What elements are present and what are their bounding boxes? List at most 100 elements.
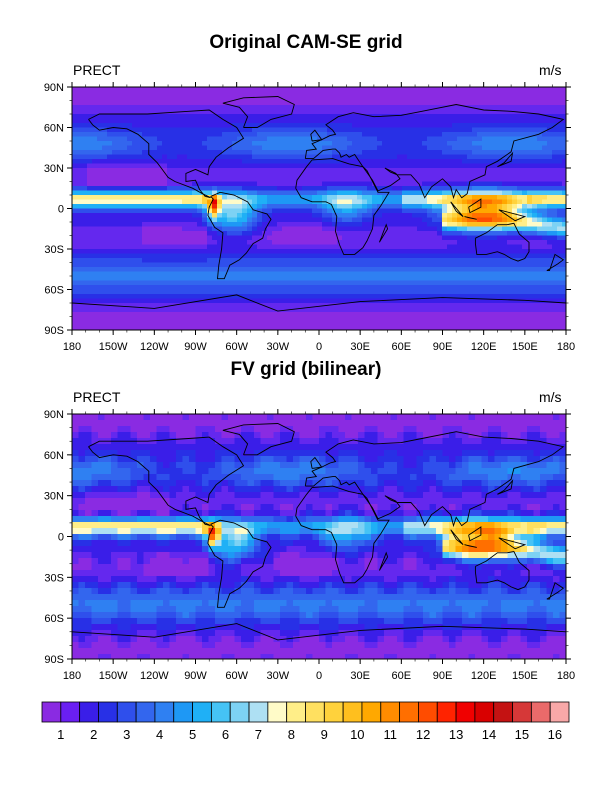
field-cell [542, 118, 548, 124]
field-cell [82, 159, 88, 165]
field-cell [162, 87, 168, 93]
field-cell [292, 159, 298, 165]
field-cell [342, 91, 348, 97]
field-cell [397, 132, 403, 138]
field-cell [362, 289, 368, 295]
field-cell [257, 208, 263, 214]
field-cell [557, 303, 563, 309]
field-cell [127, 204, 133, 210]
field-cell [267, 105, 273, 111]
field-cell [552, 199, 558, 205]
field-cell [367, 100, 373, 106]
field-cell [497, 159, 503, 165]
field-cell [377, 253, 383, 259]
field-cell [92, 213, 98, 219]
field-cell [287, 217, 293, 223]
field-cell [82, 186, 88, 192]
field-cell [152, 222, 158, 228]
field-cell [472, 96, 478, 102]
field-cell [227, 276, 233, 282]
field-cell [92, 118, 98, 124]
field-cell [427, 262, 433, 268]
field-cell [292, 276, 298, 282]
field-cell [287, 154, 293, 160]
field-cell [467, 132, 473, 138]
field-cell [342, 213, 348, 219]
field-cell [427, 186, 433, 192]
field-cell [522, 123, 528, 129]
field-cell [347, 298, 353, 304]
field-cell [177, 213, 183, 219]
field-cell [97, 204, 103, 210]
field-cell [542, 199, 548, 205]
field-cell [92, 186, 98, 192]
field-cell [507, 118, 513, 124]
field-cell [362, 96, 368, 102]
field-cell [542, 294, 548, 300]
field-cell [112, 204, 118, 210]
field-cell [252, 141, 258, 147]
field-cell [472, 226, 478, 232]
field-cell [547, 271, 553, 277]
field-cell [97, 123, 103, 129]
field-cell [442, 186, 448, 192]
field-cell [487, 181, 493, 187]
field-cell [417, 231, 423, 237]
field-cell [352, 114, 358, 120]
field-cell [237, 145, 243, 151]
field-cell [117, 150, 123, 156]
field-cell [172, 240, 178, 246]
field-cell [337, 145, 343, 151]
field-cell [482, 186, 488, 192]
field-cell [117, 195, 123, 201]
field-cell [107, 132, 113, 138]
field-cell [357, 168, 363, 174]
field-cell [332, 222, 338, 228]
field-cell [347, 289, 353, 295]
field-cell [222, 235, 228, 241]
field-cell [492, 294, 498, 300]
field-cell [212, 244, 218, 250]
field-cell [382, 249, 388, 255]
field-cell [482, 235, 488, 241]
field-cell [137, 312, 143, 318]
field-cell [287, 150, 293, 156]
field-cell [362, 145, 368, 151]
field-cell [247, 289, 253, 295]
field-cell [557, 253, 563, 259]
field-cell [522, 253, 528, 259]
field-cell [462, 145, 468, 151]
field-cell [537, 91, 543, 97]
field-cell [467, 267, 473, 273]
variable-label-bottom: PRECT [73, 389, 121, 405]
field-cell [452, 240, 458, 246]
field-cell [357, 105, 363, 111]
field-cell [532, 154, 538, 160]
field-cell [562, 114, 566, 120]
field-cell [212, 249, 218, 255]
field-cell [222, 150, 228, 156]
field-cell [322, 118, 328, 124]
field-cell [227, 91, 233, 97]
field-cell [82, 109, 88, 115]
field-cell [547, 186, 553, 192]
field-cell [462, 100, 468, 106]
field-cell [202, 199, 208, 205]
field-cell [352, 177, 358, 183]
field-cell [217, 307, 223, 313]
field-cell [237, 123, 243, 129]
field-cell [247, 114, 253, 120]
field-cell [367, 190, 373, 196]
field-cell [517, 132, 523, 138]
field-cell [427, 226, 433, 232]
field-cell [512, 114, 518, 120]
field-cell [192, 294, 198, 300]
field-cell [392, 181, 398, 187]
field-cell [282, 217, 288, 223]
field-cell [307, 231, 313, 237]
field-cell [177, 163, 183, 169]
field-cell [187, 307, 193, 313]
field-cell [157, 294, 163, 300]
field-cell [302, 109, 308, 115]
field-cell [212, 217, 218, 223]
